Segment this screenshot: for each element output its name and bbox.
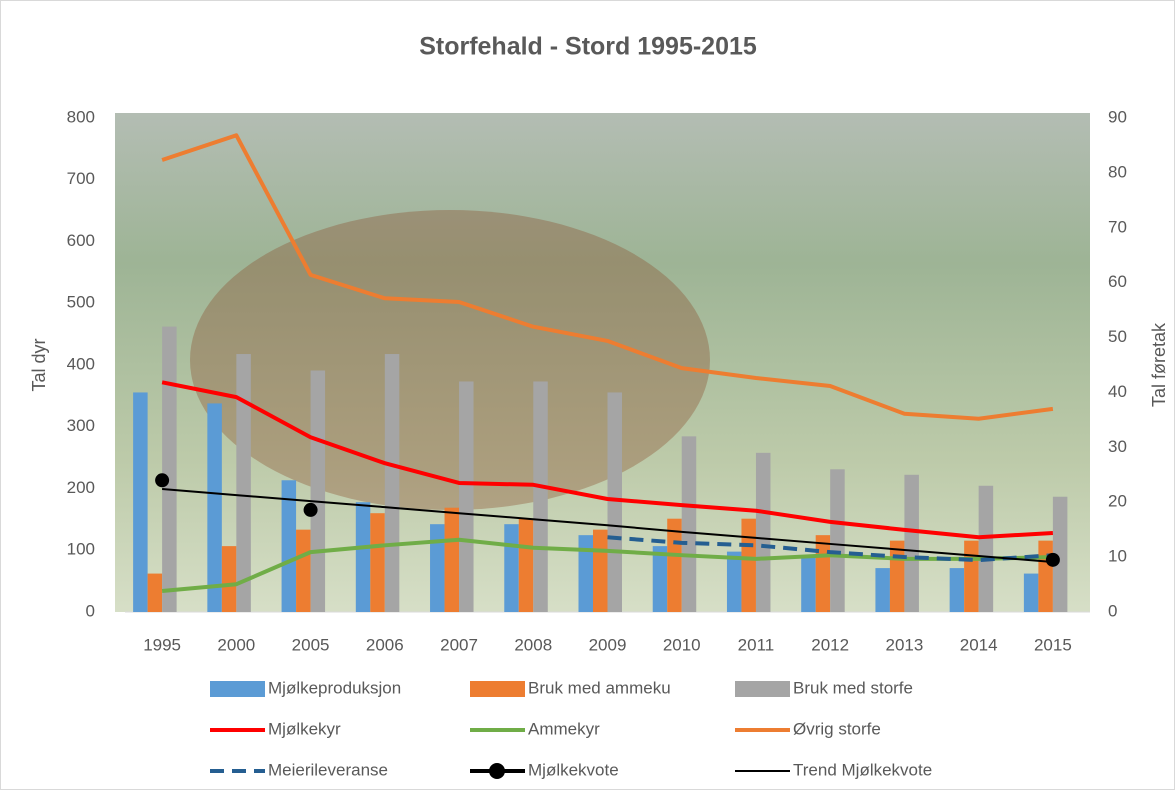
y2-tick-label: 20 bbox=[1108, 492, 1127, 511]
y2-tick-label: 40 bbox=[1108, 382, 1127, 401]
bar bbox=[370, 513, 385, 612]
bar bbox=[904, 474, 919, 612]
bar bbox=[801, 557, 816, 612]
y-tick-label: 800 bbox=[67, 107, 95, 126]
x-tick-label: 2011 bbox=[738, 635, 775, 654]
y2-tick-label: 80 bbox=[1108, 162, 1127, 181]
line bbox=[162, 488, 1053, 564]
y2-tick-label: 50 bbox=[1108, 327, 1127, 346]
marker bbox=[303, 502, 318, 517]
y-tick-label: 400 bbox=[67, 354, 95, 373]
bar bbox=[949, 568, 965, 612]
bar bbox=[1023, 573, 1039, 612]
legend-label: Mjølkeproduksjon bbox=[268, 678, 401, 697]
bar bbox=[830, 469, 845, 612]
y-tick-label: 100 bbox=[67, 540, 95, 559]
bar bbox=[726, 551, 742, 612]
legend-label: Meierileveranse bbox=[268, 760, 388, 779]
bar bbox=[518, 518, 534, 612]
bar bbox=[667, 518, 682, 612]
y2-tick-label: 0 bbox=[1108, 601, 1117, 620]
legend-label: Bruk med storfe bbox=[793, 678, 913, 697]
cow-shape bbox=[190, 210, 710, 510]
bar bbox=[430, 524, 445, 612]
bar bbox=[444, 507, 460, 612]
background-photo bbox=[115, 113, 1090, 612]
x-tick-label: 2008 bbox=[514, 635, 552, 654]
bar bbox=[133, 392, 148, 612]
legend-swatch bbox=[735, 681, 790, 697]
bar bbox=[964, 540, 979, 612]
y-tick-label: 0 bbox=[86, 601, 95, 620]
bar bbox=[889, 540, 905, 612]
bar bbox=[1052, 496, 1068, 612]
chart-title: Storfehald - Stord 1995-2015 bbox=[419, 33, 757, 61]
bar bbox=[652, 546, 668, 612]
bar bbox=[755, 452, 771, 612]
bar bbox=[221, 546, 237, 612]
bar bbox=[978, 485, 994, 612]
marker bbox=[1045, 552, 1060, 567]
bar bbox=[355, 502, 371, 612]
bar bbox=[1038, 540, 1053, 612]
bar bbox=[578, 535, 593, 612]
x-tick-label: 2005 bbox=[292, 635, 330, 654]
legend-label: Bruk med ammeku bbox=[528, 678, 671, 697]
x-tick-label: 2014 bbox=[960, 635, 998, 654]
y2-tick-label: 90 bbox=[1108, 107, 1127, 126]
legend-label: Mjølkekyr bbox=[268, 719, 341, 738]
line bbox=[607, 535, 1054, 563]
y-axis-label: Tal dyr bbox=[29, 338, 49, 391]
bar bbox=[875, 568, 890, 612]
bar bbox=[533, 381, 548, 612]
marker bbox=[155, 473, 170, 488]
legend-marker bbox=[489, 763, 505, 779]
bar bbox=[815, 535, 831, 612]
bar bbox=[147, 573, 163, 612]
bar bbox=[236, 354, 251, 612]
bar bbox=[607, 392, 622, 612]
x-tick-label: 2006 bbox=[366, 635, 404, 654]
x-tick-label: 1995 bbox=[143, 635, 181, 654]
bar bbox=[741, 518, 756, 612]
legend-label: Øvrig storfe bbox=[793, 719, 881, 738]
x-tick-label: 2009 bbox=[589, 635, 627, 654]
bar bbox=[384, 354, 400, 612]
legend-label: Ammekyr bbox=[528, 719, 600, 738]
y-tick-label: 600 bbox=[67, 231, 95, 250]
bar bbox=[207, 403, 222, 612]
line bbox=[161, 133, 1054, 421]
line bbox=[161, 380, 1053, 540]
bar bbox=[504, 524, 519, 612]
x-tick-label: 2015 bbox=[1034, 635, 1072, 654]
y-tick-label: 300 bbox=[67, 416, 95, 435]
legend-swatch bbox=[470, 681, 525, 697]
bar bbox=[310, 370, 326, 612]
y2-tick-label: 10 bbox=[1108, 547, 1127, 566]
y2-tick-label: 60 bbox=[1108, 272, 1127, 291]
y-tick-label: 700 bbox=[67, 169, 95, 188]
x-tick-label: 2013 bbox=[886, 635, 924, 654]
y-tick-label: 500 bbox=[67, 293, 95, 312]
y-tick-label: 200 bbox=[67, 478, 95, 497]
bar bbox=[162, 326, 177, 612]
x-tick-label: 2012 bbox=[811, 635, 849, 654]
legend-swatch bbox=[210, 681, 265, 697]
y2-tick-label: 70 bbox=[1108, 217, 1127, 236]
bar bbox=[281, 480, 297, 612]
y2-tick-label: 30 bbox=[1108, 437, 1127, 456]
y2-axis-label: Tal føretak bbox=[1149, 322, 1169, 407]
bar bbox=[296, 529, 311, 612]
bar bbox=[459, 381, 474, 612]
legend-label: Trend Mjølkekvote bbox=[793, 760, 932, 779]
bar bbox=[593, 529, 608, 612]
legend-label: Mjølkekvote bbox=[528, 760, 619, 779]
x-tick-label: 2007 bbox=[440, 635, 478, 654]
x-tick-label: 2010 bbox=[663, 635, 701, 654]
x-tick-label: 2000 bbox=[217, 635, 255, 654]
bar bbox=[681, 436, 697, 612]
